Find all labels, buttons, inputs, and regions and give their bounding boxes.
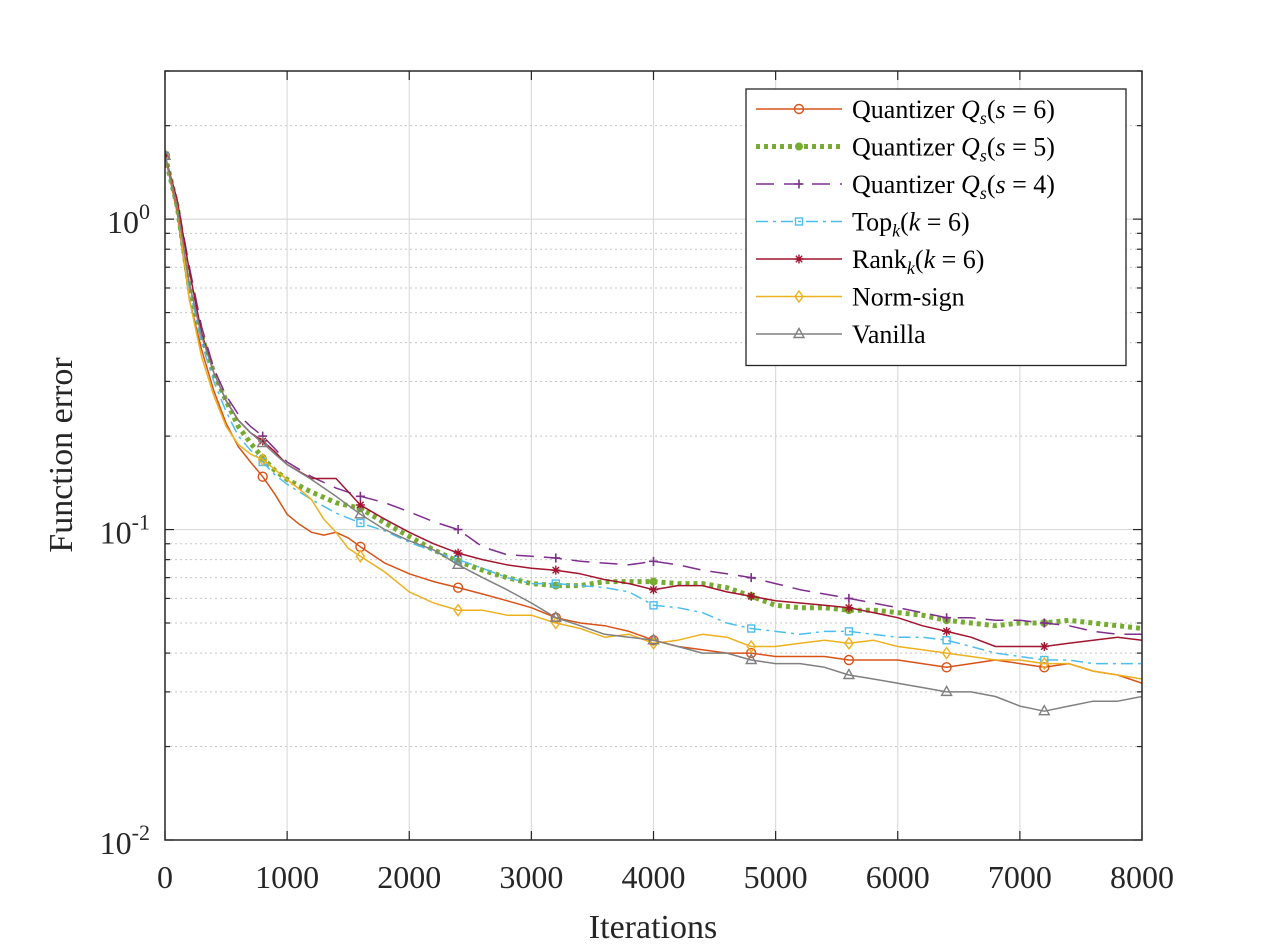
- x-tick-label: 5000: [744, 859, 808, 895]
- x-tick-label: 2000: [377, 859, 441, 895]
- data-marker: [1039, 662, 1050, 673]
- legend-entry-5: Norm-sign: [756, 283, 965, 312]
- legend-entry-6: Vanilla: [756, 320, 926, 349]
- series-4: [165, 151, 1142, 652]
- data-marker: [746, 639, 757, 654]
- data-marker: [355, 491, 365, 501]
- data-marker: [795, 142, 803, 151]
- y-tick-label: 10-1: [100, 510, 150, 551]
- legend-label: Quantizer Qs(s = 4): [852, 170, 1055, 203]
- x-tick-label: 6000: [866, 859, 930, 895]
- data-marker: [1039, 642, 1049, 652]
- series-group: [165, 148, 1142, 716]
- data-marker: [256, 436, 269, 448]
- data-marker: [355, 549, 366, 564]
- legend-label: Rankk(k = 6): [852, 245, 984, 278]
- data-marker: [647, 633, 660, 645]
- series-line: [165, 155, 1142, 680]
- x-tick-label: 1000: [255, 859, 319, 895]
- data-marker: [746, 591, 756, 601]
- data-marker: [1039, 656, 1050, 671]
- grid: [165, 70, 1142, 840]
- series-5: [165, 149, 1142, 680]
- data-marker: [649, 585, 658, 595]
- data-marker: [549, 610, 562, 622]
- legend-label: Vanilla: [852, 320, 926, 349]
- legend: Quantizer Qs(s = 6) Quantizer Qs(s = 5) Qu…: [745, 88, 1127, 367]
- x-tick-label: 4000: [622, 859, 686, 895]
- data-marker: [942, 636, 951, 645]
- data-marker: [746, 647, 757, 659]
- data-marker: [941, 662, 952, 673]
- data-marker: [452, 582, 464, 593]
- x-tick-label: 3000: [499, 859, 563, 895]
- data-marker: [356, 518, 365, 528]
- data-marker: [844, 603, 854, 613]
- y-tick-label: 10-2: [100, 820, 150, 861]
- legend-label: Quantizer Qs(s = 6): [852, 95, 1055, 128]
- data-marker: [942, 626, 952, 636]
- y-axis-title: Function error: [43, 357, 80, 553]
- data-marker: [794, 217, 804, 226]
- x-tick-label: 0: [157, 859, 173, 895]
- data-marker: [257, 471, 268, 482]
- legend-label: Quantizer Qs(s = 5): [852, 133, 1055, 166]
- data-marker: [451, 557, 465, 569]
- series-line: [165, 155, 1142, 631]
- data-marker: [453, 603, 463, 617]
- data-marker: [165, 148, 172, 160]
- data-marker: [649, 556, 658, 566]
- data-marker: [794, 254, 804, 264]
- data-marker: [746, 573, 756, 583]
- data-marker: [1039, 618, 1049, 628]
- data-marker: [941, 646, 952, 660]
- legend-entry-0: Quantizer Qs(s = 6): [756, 95, 1055, 128]
- data-marker: [551, 579, 560, 588]
- data-marker: [649, 601, 658, 610]
- data-marker: [844, 627, 854, 636]
- data-marker: [747, 624, 756, 633]
- legend-entry-4: Rankk(k = 6): [756, 245, 984, 278]
- legend-entry-2: Quantizer Qs(s = 4): [756, 170, 1055, 203]
- legend-box: [745, 88, 1127, 367]
- series-line: [165, 155, 1142, 648]
- data-marker: [257, 452, 268, 467]
- legend-label: Norm-sign: [852, 283, 965, 312]
- y-tick-label: 100: [107, 199, 150, 240]
- data-marker: [794, 289, 804, 304]
- axes: [164, 70, 1143, 841]
- tick-labels: 0 1000 2000 3000 4000 5000 6000 7000 8000 10-2 10-…: [100, 199, 1174, 895]
- data-marker: [354, 507, 367, 519]
- series-line: [165, 155, 1142, 636]
- x-axis-title: Iterations: [589, 909, 717, 946]
- legend-entry-3: Topk(k = 6): [756, 208, 970, 241]
- legend-entry-1: Quantizer Qs(s = 5): [756, 133, 1055, 166]
- legend-label: Topk(k = 6): [852, 208, 970, 241]
- data-marker: [649, 577, 658, 586]
- data-marker: [940, 684, 953, 697]
- x-tick-label: 7000: [988, 859, 1052, 895]
- data-marker: [355, 500, 365, 510]
- x-tick-label: 8000: [1110, 859, 1174, 895]
- data-marker: [1038, 704, 1051, 716]
- data-marker: [792, 327, 806, 339]
- data-marker: [844, 593, 854, 603]
- data-marker: [842, 668, 856, 680]
- series-line: [165, 155, 1142, 712]
- data-marker: [793, 103, 805, 115]
- data-marker: [844, 636, 854, 651]
- series-2: [165, 151, 1142, 636]
- data-marker: [942, 613, 952, 623]
- data-marker: [551, 553, 561, 563]
- data-marker: [843, 654, 855, 666]
- data-marker: [551, 565, 561, 575]
- data-marker: [453, 548, 463, 558]
- data-marker: [453, 525, 463, 535]
- data-marker: [794, 179, 804, 189]
- data-marker: [745, 653, 758, 665]
- series-6: [165, 148, 1142, 716]
- data-marker: [258, 436, 268, 446]
